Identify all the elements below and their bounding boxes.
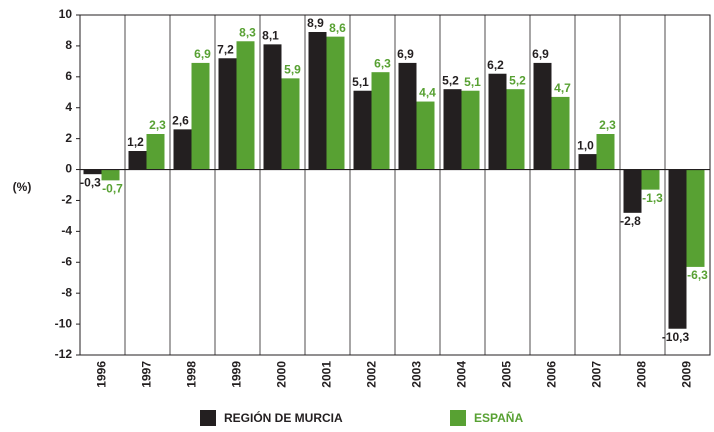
value-label: 5,1 bbox=[464, 75, 481, 89]
x-tick-label: 1999 bbox=[230, 361, 244, 388]
value-label: 6,9 bbox=[194, 47, 211, 61]
bar bbox=[416, 101, 435, 170]
y-tick-label: 8 bbox=[65, 38, 72, 52]
x-tick-label: 2004 bbox=[455, 361, 469, 388]
y-axis-label: (%) bbox=[13, 180, 32, 194]
value-label: -1,3 bbox=[642, 191, 663, 205]
x-tick-label: 2007 bbox=[590, 361, 604, 388]
value-label: 8,9 bbox=[307, 16, 324, 30]
value-label: 7,2 bbox=[217, 42, 234, 56]
y-tick-label: -12 bbox=[55, 347, 73, 361]
y-tick-label: 2 bbox=[65, 131, 72, 145]
value-label: 6,9 bbox=[397, 47, 414, 61]
y-tick-label: 10 bbox=[59, 7, 73, 21]
value-label: -0,3 bbox=[80, 175, 101, 189]
bar bbox=[146, 134, 165, 170]
value-label: -6,3 bbox=[687, 268, 708, 282]
y-tick-label: 0 bbox=[65, 162, 72, 176]
value-label: 6,3 bbox=[374, 56, 391, 70]
bar bbox=[551, 96, 570, 170]
bar bbox=[128, 151, 147, 170]
value-label: -0,7 bbox=[102, 182, 123, 196]
bar bbox=[218, 58, 237, 170]
value-label: 5,2 bbox=[509, 73, 526, 87]
y-tick-label: -8 bbox=[61, 285, 72, 299]
legend-swatch bbox=[450, 410, 466, 426]
x-tick-label: 2000 bbox=[275, 361, 289, 388]
value-label: 2,6 bbox=[172, 114, 189, 128]
bar bbox=[263, 44, 282, 170]
bar bbox=[326, 36, 345, 170]
value-label: 2,3 bbox=[599, 118, 616, 132]
bar bbox=[488, 73, 507, 170]
y-tick-label: -2 bbox=[61, 193, 72, 207]
bar bbox=[686, 169, 705, 267]
x-tick-label: 2001 bbox=[320, 361, 334, 388]
x-tick-label: 2002 bbox=[365, 361, 379, 388]
bar bbox=[506, 89, 525, 170]
legend-label: ESPAÑA bbox=[474, 410, 523, 425]
value-label: 8,1 bbox=[262, 29, 279, 43]
x-tick-label: 2006 bbox=[545, 361, 559, 388]
bar bbox=[596, 134, 615, 170]
value-label: 4,7 bbox=[554, 81, 571, 95]
value-label: 8,6 bbox=[329, 21, 346, 35]
value-label: 2,3 bbox=[149, 118, 166, 132]
bar bbox=[443, 89, 462, 170]
bar bbox=[353, 90, 372, 170]
value-label: 8,3 bbox=[239, 25, 256, 39]
value-label: 6,2 bbox=[487, 58, 504, 72]
bar bbox=[173, 129, 192, 170]
bar bbox=[371, 72, 390, 170]
y-tick-label: -6 bbox=[61, 254, 72, 268]
value-label: 6,9 bbox=[532, 47, 549, 61]
value-label: -10,3 bbox=[662, 330, 690, 344]
bar bbox=[398, 62, 417, 170]
x-tick-label: 1997 bbox=[140, 361, 154, 388]
bar bbox=[623, 169, 642, 213]
value-label: 5,2 bbox=[442, 73, 459, 87]
bar bbox=[191, 62, 210, 170]
legend-label: REGIÓN DE MURCIA bbox=[224, 410, 343, 425]
value-label: 4,4 bbox=[419, 86, 436, 100]
x-tick-label: 1996 bbox=[95, 361, 109, 388]
value-label: 1,0 bbox=[577, 138, 594, 152]
bar bbox=[281, 78, 300, 170]
x-tick-label: 2003 bbox=[410, 361, 424, 388]
value-label: 5,9 bbox=[284, 63, 301, 77]
bar bbox=[533, 62, 552, 170]
x-tick-label: 2005 bbox=[500, 361, 514, 388]
bar bbox=[101, 169, 120, 181]
x-tick-label: 1998 bbox=[185, 361, 199, 388]
x-tick-label: 2009 bbox=[680, 361, 694, 388]
y-tick-label: -4 bbox=[61, 224, 72, 238]
bar bbox=[236, 41, 255, 170]
y-tick-label: 6 bbox=[65, 69, 72, 83]
value-label: 5,1 bbox=[352, 75, 369, 89]
y-tick-label: 4 bbox=[65, 100, 72, 114]
bar bbox=[578, 154, 597, 170]
bar bbox=[461, 90, 480, 170]
bar bbox=[641, 169, 660, 190]
bar bbox=[308, 32, 327, 170]
y-tick-label: -10 bbox=[55, 316, 73, 330]
value-label: 1,2 bbox=[127, 135, 144, 149]
bar bbox=[83, 169, 102, 175]
x-tick-label: 2008 bbox=[635, 361, 649, 388]
bar bbox=[668, 169, 687, 329]
legend-swatch bbox=[200, 410, 216, 426]
value-label: -2,8 bbox=[620, 214, 641, 228]
